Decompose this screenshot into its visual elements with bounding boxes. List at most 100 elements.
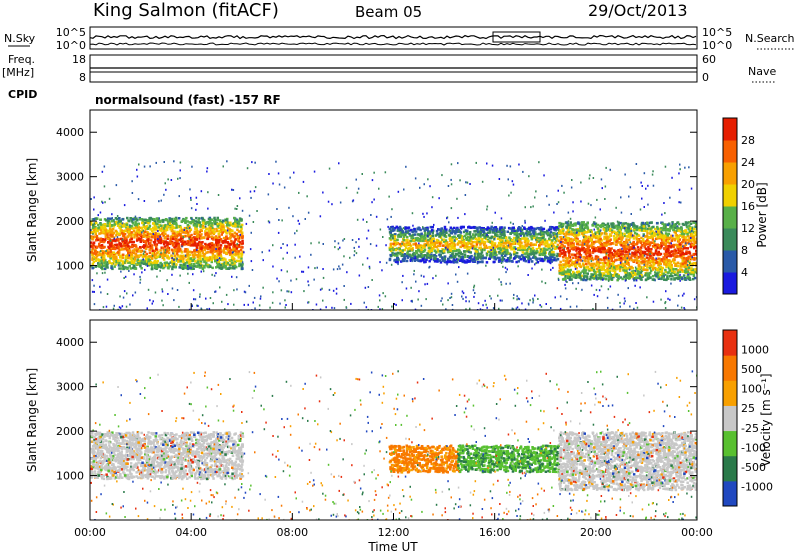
scatter-cell [198,237,202,240]
scatter-cell [664,270,667,274]
scatter-cell [241,242,244,245]
scatter-cell [222,239,225,243]
scatter-cell [186,223,190,227]
scatter-cell [493,251,497,254]
scatter-cell [114,229,118,233]
scatter-cell [169,261,172,264]
scatter-cell [627,261,630,265]
scatter-cell [119,254,122,258]
scatter-cell [667,254,670,258]
scatter-cell [513,240,517,243]
scatter-cell [100,266,103,269]
scatter-cell [429,248,432,252]
scatter-cell [213,243,216,247]
scatter-cell [435,229,439,233]
scatter-cell [613,239,616,242]
scatter-cell [658,267,662,271]
scatter-cell [175,218,178,222]
scatter-cell [402,233,405,236]
scatter-cell [688,221,691,224]
scatter-cell [441,251,445,255]
scatter-cell [480,251,484,254]
scatter-cell [463,241,466,245]
scatter-cell [522,232,525,235]
scatter-cell [584,259,587,263]
scatter-cell [194,249,197,252]
scatter-cell [451,237,454,241]
scatter-cell [219,226,222,229]
scatter-cell [177,217,181,220]
scatter-cell [638,255,641,258]
scatter-cell [650,247,653,251]
scatter-cell [129,257,133,260]
scatter-cell [200,246,203,249]
scatter-cell [162,258,166,261]
scatter-cell [126,216,129,220]
scatter-cell [238,222,241,225]
scatter-cell [454,252,458,256]
scatter-cell [142,232,146,235]
scatter-cell [235,232,239,236]
scatter-cell [673,237,676,241]
scatter-cell [445,244,449,247]
scatter-cell [476,228,479,231]
scatter-cell [147,235,151,238]
scatter-cell [429,241,433,244]
scatter-cell [436,241,439,245]
scatter-cell [485,246,489,249]
scatter-cell [469,251,472,254]
scatter-cell [110,243,114,246]
scatter-cell [166,243,169,246]
scatter-cell [103,231,107,234]
scatter-cell [504,254,507,257]
scatter-cell [217,260,220,264]
scatter-cell [235,265,238,269]
scatter-cell [239,249,243,252]
scatter-cell [111,247,114,250]
scatter-cell [616,241,620,244]
scatter-cell [419,259,423,263]
scatter-cell [566,268,570,271]
scatter-cell [166,248,170,252]
scatter-cell [429,230,433,233]
scatter-cell [450,232,454,235]
scatter-cell [172,262,176,266]
scatter-cell [487,231,490,235]
scatter-cell [216,252,219,255]
scatter-cell [667,277,670,280]
scatter-cell [518,232,521,236]
scatter-cell [605,229,608,232]
scatter-cell [131,254,134,257]
scatter-cell [93,222,96,225]
scatter-cell [531,243,534,247]
scatter-cell [124,259,127,262]
scatter-cell [459,259,462,262]
scatter-cell [653,234,656,238]
scatter-cell [453,247,456,250]
scatter-cell [184,255,187,259]
scatter-cell [529,252,532,256]
scatter-cell [416,236,419,240]
scatter-cell [198,256,201,260]
scatter-cell [241,239,244,243]
scatter-cell [217,233,220,236]
scatter-cell [625,271,629,275]
scatter-cell [591,235,594,238]
scatter-cell [561,241,564,244]
scatter-cell [173,222,176,225]
scatter-cell [461,255,464,259]
scatter-cell [184,221,187,224]
scatter-cell [124,229,128,232]
scatter-cell [677,277,680,281]
scatter-cell [483,246,486,249]
scatter-cell [234,238,237,241]
scatter-cell [464,229,468,232]
scatter-cell [539,241,542,245]
scatter-cell [573,222,576,226]
scatter-cell [584,272,587,275]
scatter-cell [176,234,179,238]
scatter-cell [112,225,116,228]
scatter-cell [475,250,478,254]
scatter-cell [203,260,206,263]
scatter-cell [218,235,221,239]
